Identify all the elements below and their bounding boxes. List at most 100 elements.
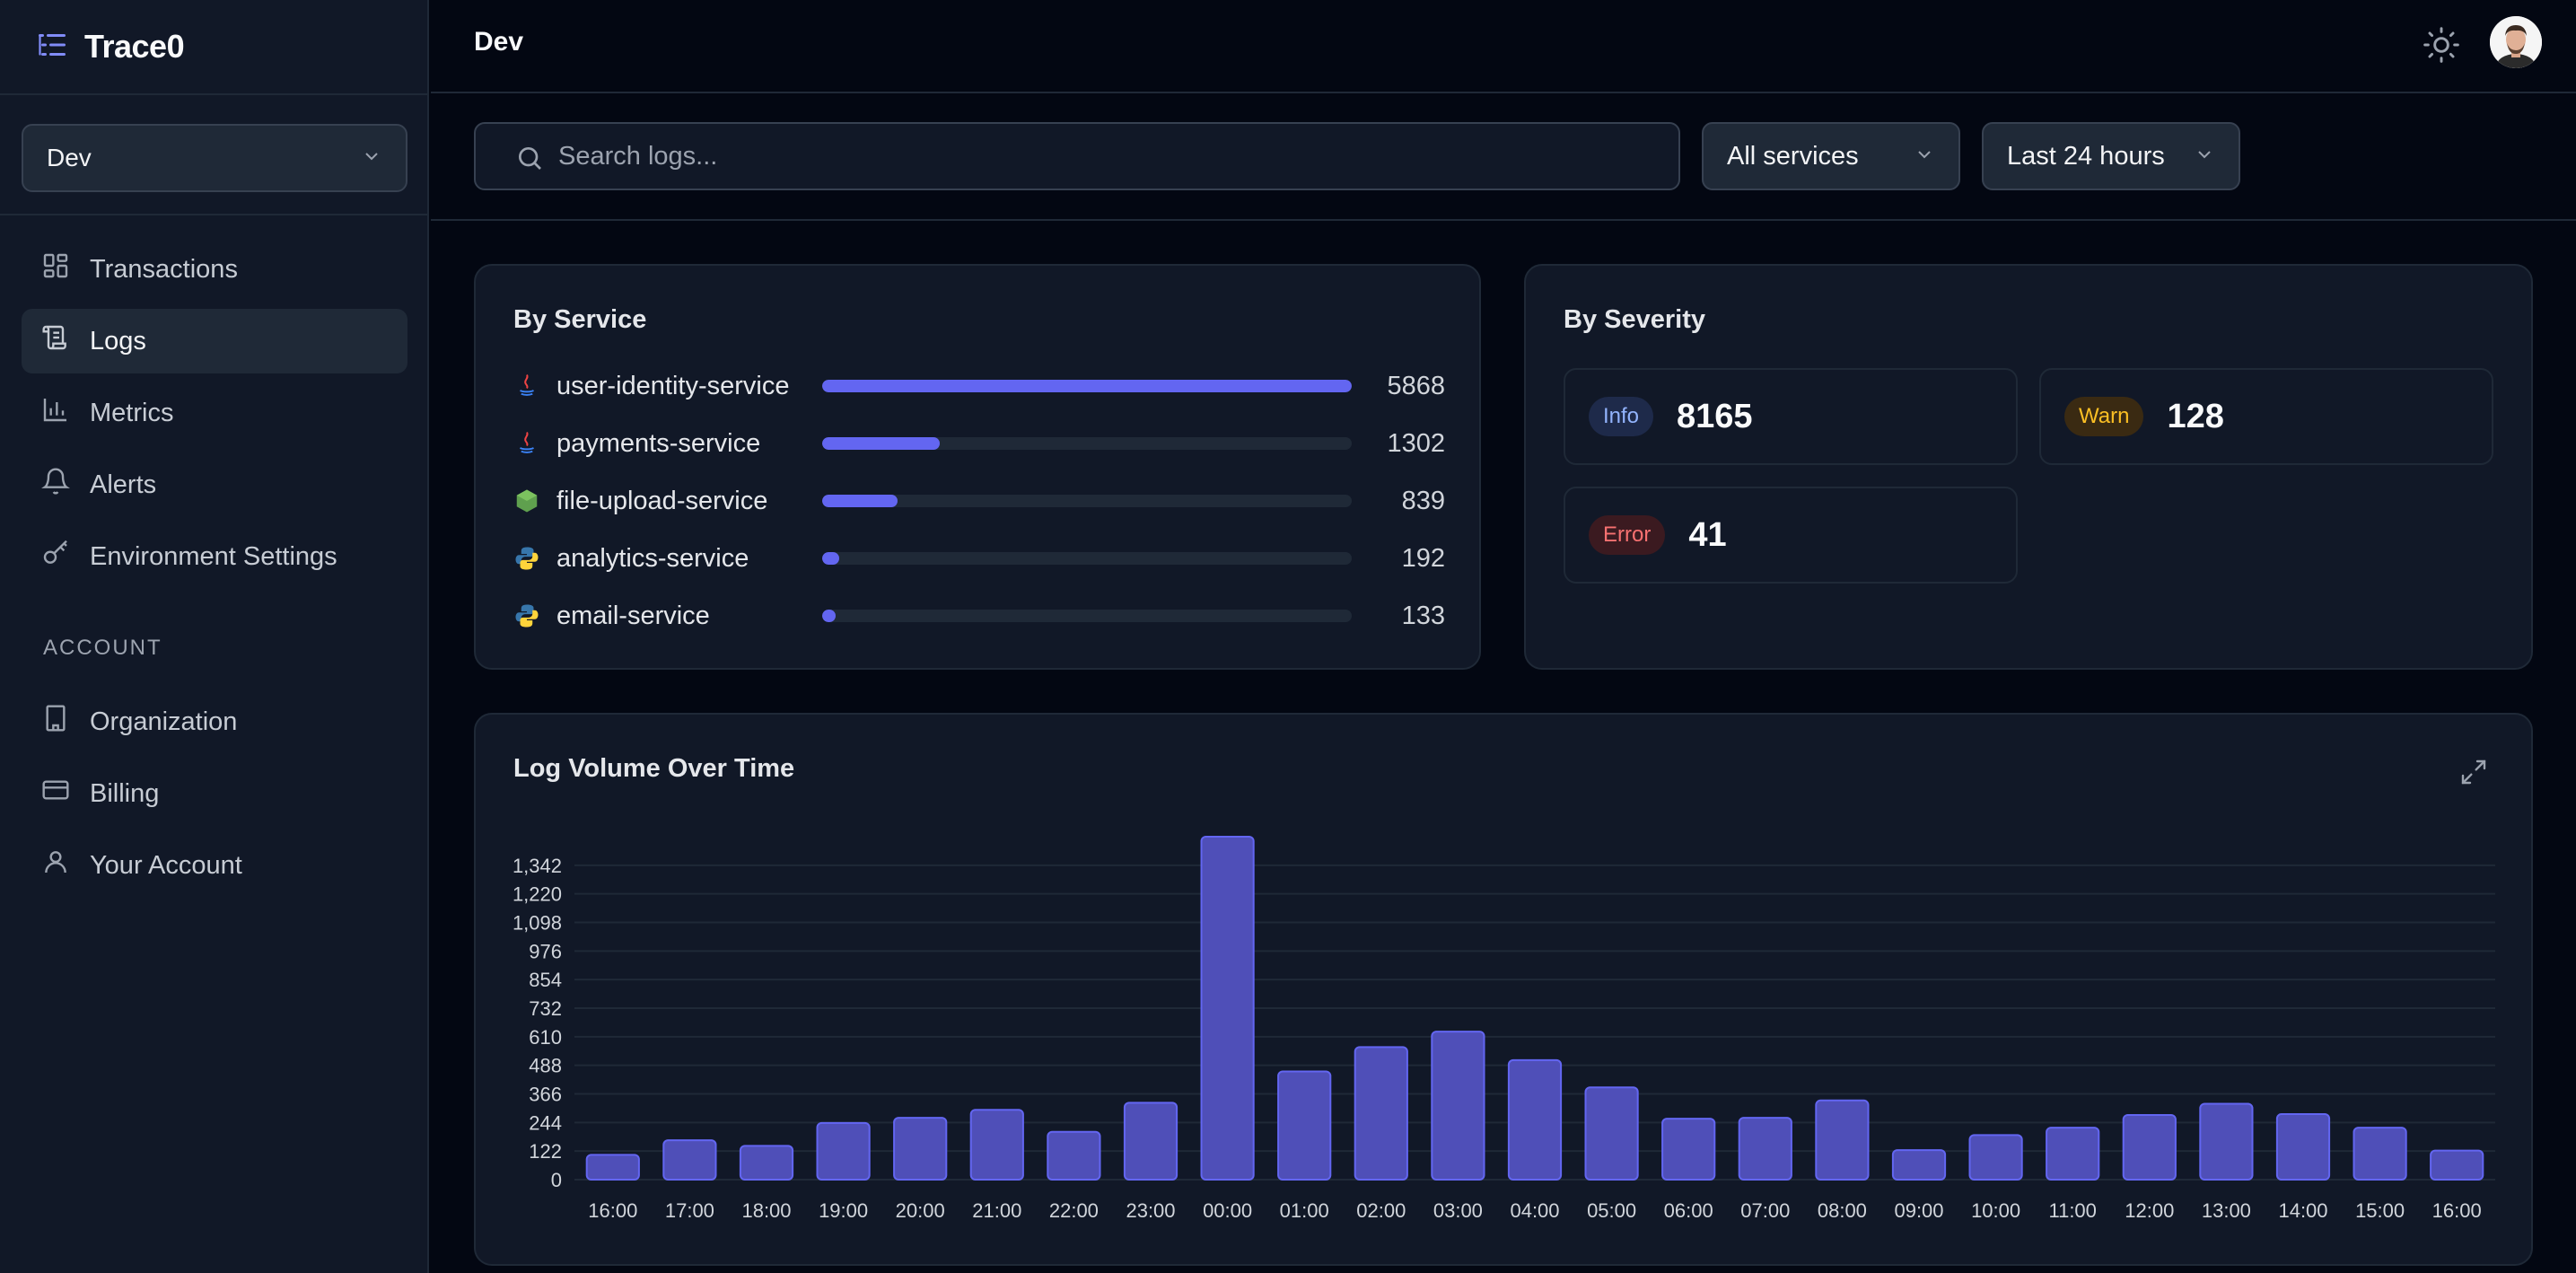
- chart-bar[interactable]: [1507, 1058, 1563, 1181]
- severity-badge: Info: [1589, 397, 1654, 436]
- service-count: 192: [1401, 543, 1445, 573]
- chart-bar[interactable]: [585, 1154, 640, 1181]
- service-filter-label: All services: [1727, 141, 1859, 171]
- filter-bar: All services Last 24 hours: [431, 95, 2576, 221]
- x-tick-label: 19:00: [819, 1199, 868, 1222]
- sun-icon: [2422, 27, 2461, 68]
- search-input[interactable]: [558, 129, 1635, 183]
- x-tick-label: 16:00: [588, 1199, 637, 1222]
- chart-bar[interactable]: [1815, 1099, 1870, 1181]
- divider: [0, 93, 429, 95]
- sidebar-item-label: Alerts: [90, 470, 157, 499]
- user-icon: [41, 847, 70, 883]
- by-service-card: By Service user-identity-service 5868 pa…: [474, 264, 1481, 670]
- severity-info[interactable]: Info 8165: [1564, 368, 2018, 465]
- chart-bar[interactable]: [1968, 1134, 2023, 1181]
- building-icon: [41, 704, 70, 740]
- chart-bar[interactable]: [1277, 1070, 1332, 1181]
- x-tick-label: 17:00: [665, 1199, 714, 1222]
- sidebar-item-transactions[interactable]: Transactions: [22, 237, 407, 302]
- chart-bar[interactable]: [2122, 1113, 2177, 1181]
- service-bar: [822, 610, 1352, 622]
- y-tick-label: 1,220: [513, 883, 562, 906]
- service-row[interactable]: email-service 133: [513, 598, 1447, 634]
- topbar: Dev: [431, 0, 2576, 93]
- y-tick-label: 1,342: [513, 855, 562, 877]
- sidebar-item-logs[interactable]: Logs: [22, 309, 407, 373]
- service-bar: [822, 552, 1352, 565]
- chart-bar[interactable]: [2353, 1127, 2407, 1181]
- chart-bar[interactable]: [1431, 1031, 1485, 1181]
- expand-icon: [2459, 759, 2488, 790]
- sidebar-item-metrics[interactable]: Metrics: [22, 381, 407, 445]
- service-row[interactable]: user-identity-service 5868: [513, 368, 1447, 404]
- severity-warn[interactable]: Warn 128: [2039, 368, 2493, 465]
- sidebar-item-your-account[interactable]: Your Account: [22, 833, 407, 898]
- service-row[interactable]: analytics-service 192: [513, 540, 1447, 576]
- x-tick-label: 05:00: [1587, 1199, 1636, 1222]
- sidebar-item-organization[interactable]: Organization: [22, 689, 407, 754]
- chart-bar[interactable]: [1584, 1086, 1639, 1181]
- y-tick-label: 732: [529, 997, 562, 1020]
- brand[interactable]: Trace0: [36, 25, 185, 68]
- sidebar-item-environment-settings[interactable]: Environment Settings: [22, 524, 407, 589]
- java-icon: [513, 430, 540, 457]
- chart-bar[interactable]: [1738, 1117, 1792, 1181]
- chart-bar[interactable]: [662, 1139, 717, 1181]
- chart-bar[interactable]: [1123, 1102, 1178, 1181]
- search-box[interactable]: [474, 122, 1680, 190]
- chart-bar[interactable]: [2046, 1127, 2100, 1181]
- service-row[interactable]: payments-service 1302: [513, 426, 1447, 461]
- chart-bar[interactable]: [893, 1117, 948, 1181]
- time-range-dropdown[interactable]: Last 24 hours: [1982, 122, 2240, 190]
- y-tick-label: 0: [551, 1169, 562, 1191]
- service-count: 1302: [1387, 428, 1445, 458]
- avatar[interactable]: [2490, 16, 2542, 68]
- chart-bar[interactable]: [816, 1121, 871, 1181]
- chart-bar[interactable]: [2430, 1149, 2484, 1181]
- x-tick-label: 18:00: [741, 1199, 791, 1222]
- severity-error[interactable]: Error 41: [1564, 487, 2018, 584]
- sidebar-item-billing[interactable]: Billing: [22, 761, 407, 826]
- x-tick-label: 21:00: [972, 1199, 1021, 1222]
- environment-select[interactable]: Dev: [22, 124, 407, 192]
- chart-bar[interactable]: [969, 1109, 1024, 1181]
- sidebar-item-alerts[interactable]: Alerts: [22, 452, 407, 517]
- sidebar-item-label: Metrics: [90, 398, 174, 427]
- chart-bar[interactable]: [1047, 1130, 1101, 1181]
- page-title: Dev: [474, 27, 524, 57]
- expand-button[interactable]: [2459, 758, 2488, 786]
- severity-count: 41: [1688, 515, 1727, 554]
- x-tick-label: 08:00: [1818, 1199, 1867, 1222]
- x-tick-label: 20:00: [896, 1199, 945, 1222]
- x-tick-label: 04:00: [1510, 1199, 1559, 1222]
- theme-toggle-button[interactable]: [2422, 25, 2461, 65]
- x-tick-label: 00:00: [1203, 1199, 1252, 1222]
- bar-chart-icon: [41, 395, 70, 431]
- brand-name: Trace0: [84, 28, 185, 65]
- chart-bar[interactable]: [739, 1145, 794, 1181]
- x-tick-label: 06:00: [1664, 1199, 1713, 1222]
- sidebar-item-label: Logs: [90, 326, 146, 356]
- by-severity-card: By Severity Info 8165 Warn 128 Error 41: [1524, 264, 2533, 670]
- chart-bar[interactable]: [1891, 1149, 1947, 1181]
- service-filter-dropdown[interactable]: All services: [1702, 122, 1960, 190]
- service-bar: [822, 380, 1352, 392]
- service-count: 5868: [1387, 371, 1445, 400]
- chevron-down-icon: [361, 145, 382, 171]
- environment-select-label: Dev: [47, 144, 92, 171]
- x-tick-label: 23:00: [1126, 1199, 1175, 1222]
- y-tick-label: 122: [529, 1140, 562, 1163]
- service-bar-fill: [822, 437, 940, 450]
- chart-bar[interactable]: [1661, 1118, 1716, 1181]
- chart-bar[interactable]: [2275, 1112, 2331, 1181]
- service-row[interactable]: file-upload-service 839: [513, 483, 1447, 519]
- chart-bar[interactable]: [1354, 1046, 1408, 1181]
- x-tick-label: 07:00: [1740, 1199, 1790, 1222]
- y-tick-label: 976: [529, 940, 562, 962]
- x-tick-label: 22:00: [1049, 1199, 1099, 1222]
- chart-bar[interactable]: [2199, 1102, 2254, 1181]
- chart-bar[interactable]: [1200, 836, 1255, 1181]
- service-bar-fill: [822, 610, 836, 622]
